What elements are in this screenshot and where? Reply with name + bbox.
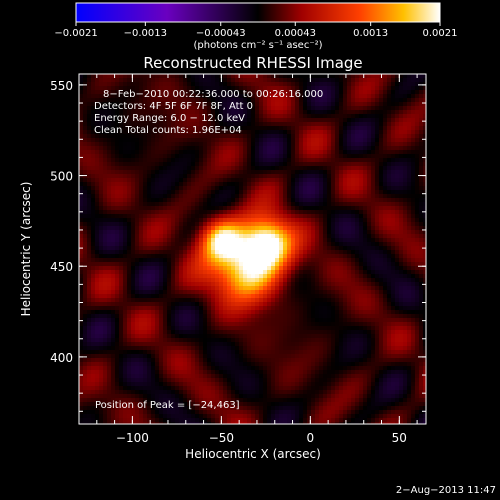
chart-title: Reconstructed RHESSI Image xyxy=(143,54,362,72)
y-tick-label: 400 xyxy=(50,351,73,365)
annotations: 8−Feb−2010 00:22:36.000 to 00:26:16.000D… xyxy=(94,89,323,136)
heatmap-image xyxy=(79,74,426,424)
colorbar-tick-label: −0.0021 xyxy=(54,28,97,39)
x-axis-label: Heliocentric X (arcsec) xyxy=(185,447,321,461)
colorbar-tick-label: 0.00043 xyxy=(275,28,316,39)
footer-timestamp: 2−Aug−2013 11:47 xyxy=(396,485,496,496)
plot-frame xyxy=(78,73,427,425)
colorbar-tick-label: 0.0013 xyxy=(353,28,388,39)
colorbar-tick-label: −0.00043 xyxy=(196,28,246,39)
y-tick-label: 550 xyxy=(50,79,73,93)
peak-position-label: Position of Peak = [−24,463] xyxy=(95,400,240,411)
annotation-line: 8−Feb−2010 00:22:36.000 to 00:26:16.000 xyxy=(103,89,323,100)
y-axis-label: Heliocentric Y (arcsec) xyxy=(19,182,33,317)
x-tick-label: 0 xyxy=(307,431,315,445)
x-tick-label: −100 xyxy=(116,431,149,445)
colorbar-ticks: −0.0021 −0.0013 −0.00043 0.00043 0.0013 0.002… xyxy=(54,22,458,39)
y-tick-label: 450 xyxy=(50,260,73,274)
y-axis-ticks: 400 450 500 550 xyxy=(50,79,426,412)
x-tick-label: 50 xyxy=(392,431,407,445)
colorbar-tick-label: 0.0021 xyxy=(423,28,458,39)
colorbar-tick-label: −0.0013 xyxy=(124,28,167,39)
x-axis-ticks: −100 −50 0 50 xyxy=(96,74,418,445)
annotation-line: Clean Total counts: 1.96E+04 xyxy=(94,125,242,136)
annotation-line: Energy Range: 6.0 − 12.0 keV xyxy=(94,113,245,124)
colorbar xyxy=(75,2,441,23)
y-tick-label: 500 xyxy=(50,170,73,184)
x-tick-label: −50 xyxy=(209,431,234,445)
colorbar-units-label: (photons cm⁻² s⁻¹ asec⁻²) xyxy=(193,40,322,51)
annotation-line: Detectors: 4F 5F 6F 7F 8F, Att 0 xyxy=(94,101,253,112)
